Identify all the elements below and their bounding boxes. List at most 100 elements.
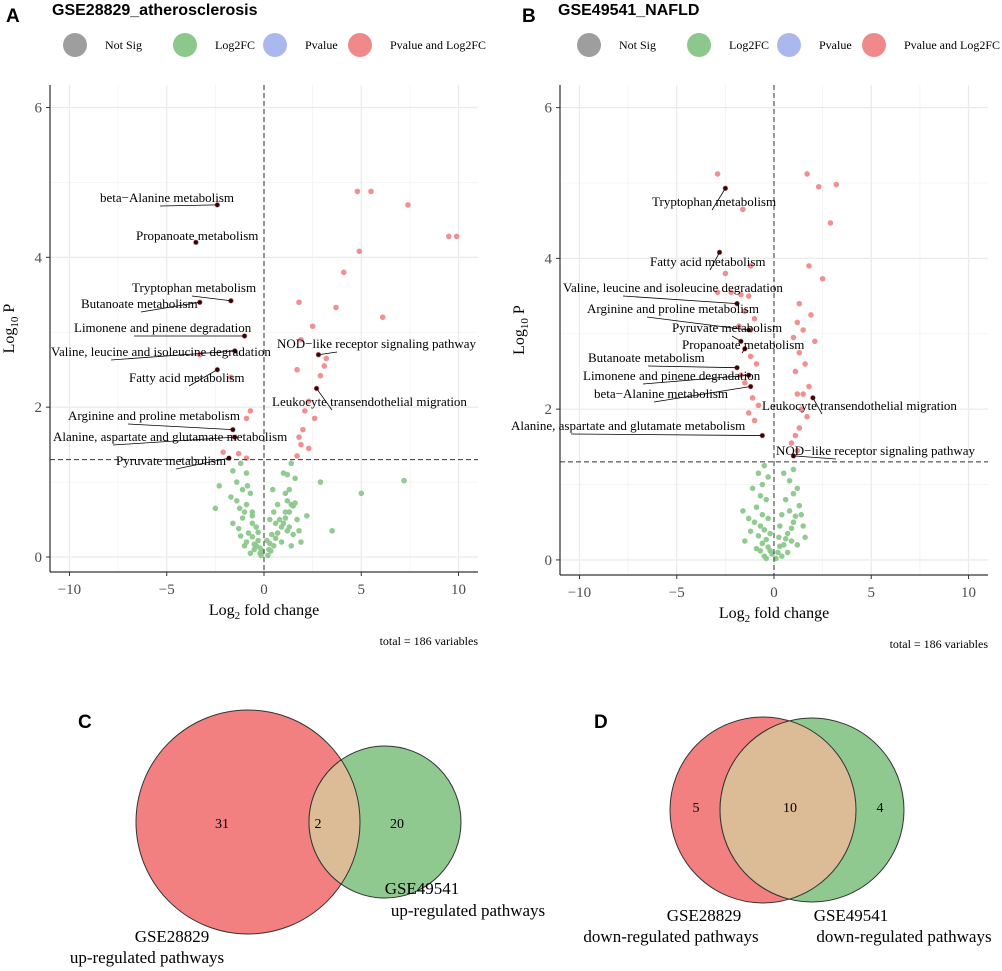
panel-b-point-log2fc-28 [773,555,779,562]
panel-a-point-log2fc-30 [258,552,264,559]
panel-b-point-log2fc-38 [796,502,803,509]
panel-b-y-axis-title-ylabel_main: Log [511,329,528,355]
panel-a-point-log2fc-13 [253,524,260,530]
panel-a-point-log2fc-33 [249,513,256,519]
panel-b-annotation-connector-7 [642,374,749,385]
panel-b-point-log2fc-48 [800,523,806,529]
panel-a-point-sig-36 [243,415,250,422]
venn-d-left-label-line2: down-regulated pathways [583,927,758,946]
panel-b-total-label: total = 186 variables [890,637,989,651]
panel-a-point-sig-15 [321,363,328,369]
panel-b-point-sig-20 [753,361,760,367]
panel-b-annotation-marker-2 [734,301,740,306]
panel-b-annotation-marker-7 [746,373,751,378]
panel-a-y-tick-label-1: 2 [35,400,43,416]
panel-b-point-log2fc-29 [775,549,781,556]
panel-b-point-log2fc-36 [792,513,799,519]
panel-b-annotation-marker-4 [738,339,744,344]
panel-a-point-sig-35 [247,408,254,414]
panel-b-point-sig-45 [800,391,806,397]
panel-b-point-sig-41 [796,349,803,356]
panel-a-point-sig-11 [298,336,304,343]
panel-b-point-log2fc-54 [776,534,782,541]
panel-a-annotation-label-0: beta−Alanine metabolism [100,190,234,205]
panel-b-point-sig-29 [804,171,810,177]
panel-a-y-axis-title-ylabel_rest: P [1,304,18,317]
panel-a-x-tick-label-1: −5 [159,582,175,598]
panel-b-point-log2fc-53 [794,542,801,548]
panel-b-annotation-label-1: Fatty acid metabolism [650,254,766,269]
panel-a-point-log2fc-67 [268,548,274,554]
panel-a-annotation-connector-6 [188,369,218,387]
panel-b-annotation-marker-8 [748,384,753,389]
panel-a-point-log2fc-69 [294,516,300,523]
panel-a-annotation-marker-10 [316,352,321,357]
panel-a-point-log2fc-70 [284,527,291,534]
venn-c-overlap-count: 2 [315,817,322,832]
panel-a-point-log2fc-28 [255,529,261,536]
panel-b-point-sig-0 [714,171,721,177]
panel-b-point-sig-26 [745,410,752,416]
panel-b-x-axis-title-xlabel_sub: 2 [745,613,751,625]
panel-a-point-log2fc-64 [304,513,310,519]
panel-b-x-tick-label-0: −10 [568,585,591,601]
panel-a-annotation-marker-5 [232,348,238,354]
panel-b-point-sig-52 [788,440,795,446]
panel-a-point-sig-13 [323,355,330,362]
panel-a-point-log2fc-16 [249,533,256,540]
panel-b-annotation-label-10: Leukocyte transendothelial migration [762,398,957,413]
panel-a-point-sig-4 [453,233,460,240]
panel-b-y-axis-title: Log10 P [511,305,531,355]
panel-a-point-log2fc-74 [401,477,407,484]
panel-a-point-log2fc-45 [286,509,293,515]
panel-a-annotation-label-6: Fatty acid metabolism [129,370,245,385]
panel-b-point-sig-4 [722,270,729,277]
panel-a-annotation-marker-6 [215,367,220,372]
venn-d-left-count: 5 [693,801,700,816]
panel-a-point-log2fc-22 [241,509,248,515]
panel-a-point-sig-34 [228,374,234,381]
panel-a-point-log2fc-52 [272,520,279,527]
panel-a-x-tick-label-0: −10 [58,582,81,598]
panel-a-point-log2fc-76 [286,486,293,493]
panel-b-legend-label-3: Pvalue and Log2FC [904,38,1000,52]
panel-a-annotation-marker-4 [242,333,247,339]
panel-a-point-sig-2 [405,202,411,208]
panel-a-annotation-label-2: Tryptophan metabolism [132,280,256,295]
panel-a-y-tick-label-2: 4 [35,250,43,266]
panel-a-point-sig-14 [294,366,300,373]
panel-a-point-log2fc-75 [317,479,324,485]
panel-letter-b: B [522,6,536,27]
panel-a-annotation-connector-10 [318,351,338,356]
panel-a-point-log2fc-40 [272,535,279,542]
panel-b-annotation-label-9: Alanine, aspartate and glutamate metabol… [511,418,745,433]
panel-a-point-log2fc-1 [230,468,236,474]
panel-b-point-sig-7 [728,289,734,296]
panel-b-annotation-connector-8 [653,386,751,403]
panel-b-annotation-label-4: Pyruvate metabolism [672,320,782,335]
panel-a-point-log2fc-56 [288,460,295,467]
panel-b-point-sig-25 [755,402,762,409]
panel-b-annotation-label-3: Arginine and proline metabolism [587,301,759,316]
panel-b-point-log2fc-5 [757,493,764,499]
panel-b-point-log2fc-32 [782,536,789,542]
panel-a-annotation-label-8: Alanine, aspartate and glutamate metabol… [53,429,287,444]
panel-b-y-axis-title-ylabel_rest: P [511,305,528,318]
panel-a-annotation-label-5: Valine, leucine and isoleucine degradati… [51,344,271,359]
panel-a-point-log2fc-39 [270,542,277,549]
venn-c-left-label-line1: GSE28829 [135,927,210,946]
panel-a-point-sig-10 [309,323,316,330]
panel-b-x-tick-label-2: 0 [770,585,778,601]
panel-b-point-sig-30 [815,183,822,190]
panel-b-point-log2fc-14 [747,528,754,535]
panel-a-point-log2fc-5 [239,486,246,493]
panel-a-y-tick-label-3: 6 [35,100,43,116]
panel-b-point-sig-17 [747,353,754,360]
panel-b-point-sig-31 [833,181,840,188]
panel-a-point-log2fc-62 [278,539,285,545]
panel-a-annotation-connector-9 [175,457,230,470]
venn-d-right-label-line2: down-regulated pathways [816,927,991,946]
panel-a-point-log2fc-65 [270,509,277,515]
panel-a-point-log2fc-51 [276,516,283,523]
